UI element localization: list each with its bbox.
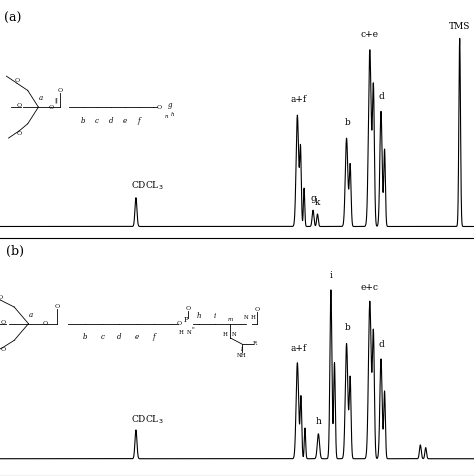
Text: c+e: c+e — [361, 30, 379, 40]
Text: O: O — [0, 295, 2, 300]
Text: a: a — [38, 94, 43, 102]
Text: H: H — [223, 332, 228, 337]
Text: H: H — [179, 329, 183, 335]
Text: n: n — [192, 326, 195, 330]
Text: n: n — [164, 114, 168, 119]
Text: ‖: ‖ — [55, 97, 58, 103]
Text: a+f: a+f — [291, 344, 307, 353]
Text: (b): (b) — [6, 245, 24, 258]
Text: d: d — [378, 340, 384, 349]
Text: f: f — [137, 117, 140, 125]
Text: O: O — [255, 307, 260, 312]
Text: b: b — [83, 333, 88, 341]
Text: TMS: TMS — [449, 22, 470, 31]
Text: g: g — [167, 101, 172, 109]
Text: O: O — [49, 105, 54, 109]
Text: b: b — [345, 323, 351, 332]
Text: c: c — [95, 117, 99, 125]
Text: O: O — [57, 88, 62, 93]
Text: a: a — [28, 311, 33, 319]
Text: CDCL$_3$: CDCL$_3$ — [131, 179, 164, 192]
Text: O: O — [0, 347, 5, 353]
Text: d: d — [117, 333, 122, 341]
Text: b: b — [345, 118, 351, 127]
Text: i: i — [214, 312, 216, 320]
Text: P: P — [184, 316, 189, 324]
Text: O: O — [157, 105, 162, 109]
Text: e+c: e+c — [361, 283, 379, 292]
Text: f: f — [152, 333, 155, 341]
Text: O: O — [17, 131, 22, 136]
Text: d: d — [109, 117, 113, 125]
Text: e: e — [123, 117, 127, 125]
Text: c: c — [100, 333, 104, 341]
Text: N: N — [244, 315, 248, 320]
Text: g: g — [310, 195, 316, 203]
Text: b: b — [81, 117, 85, 125]
Text: i: i — [329, 271, 332, 280]
Text: CDCL$_3$: CDCL$_3$ — [131, 414, 164, 426]
Text: i: i — [241, 345, 243, 353]
Text: NH: NH — [237, 353, 246, 358]
Text: a+f: a+f — [291, 95, 307, 104]
Text: h: h — [197, 312, 201, 320]
Text: h: h — [171, 112, 174, 117]
Text: O: O — [176, 321, 182, 326]
Text: N: N — [186, 329, 191, 335]
Text: R: R — [253, 341, 257, 347]
Text: O: O — [55, 304, 59, 309]
Text: (a): (a) — [4, 12, 22, 25]
Text: d: d — [378, 92, 384, 101]
Text: m: m — [228, 317, 233, 323]
Text: N: N — [232, 332, 237, 337]
Text: e: e — [135, 333, 138, 341]
Text: O: O — [15, 78, 19, 83]
Text: h: h — [316, 417, 321, 426]
Text: O: O — [185, 306, 190, 310]
Text: O: O — [0, 320, 6, 325]
Text: O: O — [43, 321, 48, 326]
Text: O: O — [16, 103, 21, 109]
Text: k: k — [315, 198, 320, 207]
Text: H: H — [250, 315, 255, 320]
